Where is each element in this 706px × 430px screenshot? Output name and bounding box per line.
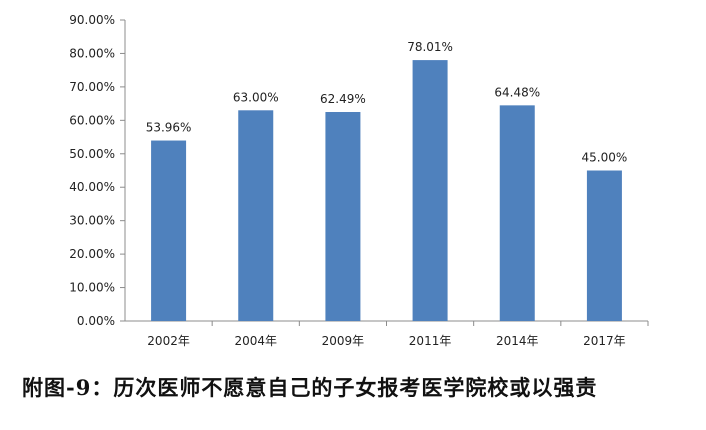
data-label: 62.49% bbox=[320, 92, 366, 106]
bar-chart: 0.00% 10.00% 20.00% 30.00% 40.00% 50.00% 60.00… bbox=[69, 13, 649, 348]
bar bbox=[586, 170, 622, 321]
y-tick-label: 80.00% bbox=[69, 46, 115, 60]
x-tick-label: 2014年 bbox=[496, 334, 539, 348]
x-tick-label: 2004年 bbox=[234, 334, 277, 348]
x-tick-label: 2002年 bbox=[147, 334, 190, 348]
y-tick-label: 20.00% bbox=[69, 247, 115, 261]
y-tick-label: 50.00% bbox=[69, 147, 115, 161]
data-label: 78.01% bbox=[407, 40, 453, 54]
data-label: 53.96% bbox=[146, 121, 192, 135]
data-label: 63.00% bbox=[233, 90, 279, 104]
bar bbox=[325, 112, 361, 321]
y-tick-label: 90.00% bbox=[69, 13, 115, 27]
y-tick-label: 40.00% bbox=[69, 180, 115, 194]
figure-caption: 附图-9：历次医师不愿意自己的子女报考医学院校或以强责 bbox=[22, 375, 598, 400]
y-tick-label: 0.00% bbox=[77, 314, 115, 328]
bar bbox=[151, 140, 187, 321]
x-tick-label: 2009年 bbox=[322, 334, 365, 348]
bar bbox=[499, 105, 535, 321]
data-label: 64.48% bbox=[494, 85, 540, 99]
chart-svg: 0.00% 10.00% 20.00% 30.00% 40.00% 50.00% 60.00… bbox=[69, 13, 649, 348]
y-tick-label: 30.00% bbox=[69, 214, 115, 228]
bar bbox=[238, 110, 274, 321]
data-label: 45.00% bbox=[582, 151, 628, 165]
y-tick-label: 70.00% bbox=[69, 80, 115, 94]
bar bbox=[412, 60, 448, 322]
x-tick-label: 2017年 bbox=[583, 334, 626, 348]
y-tick-label: 10.00% bbox=[69, 281, 115, 295]
y-tick-label: 60.00% bbox=[69, 113, 115, 127]
x-tick-label: 2011年 bbox=[409, 334, 452, 348]
